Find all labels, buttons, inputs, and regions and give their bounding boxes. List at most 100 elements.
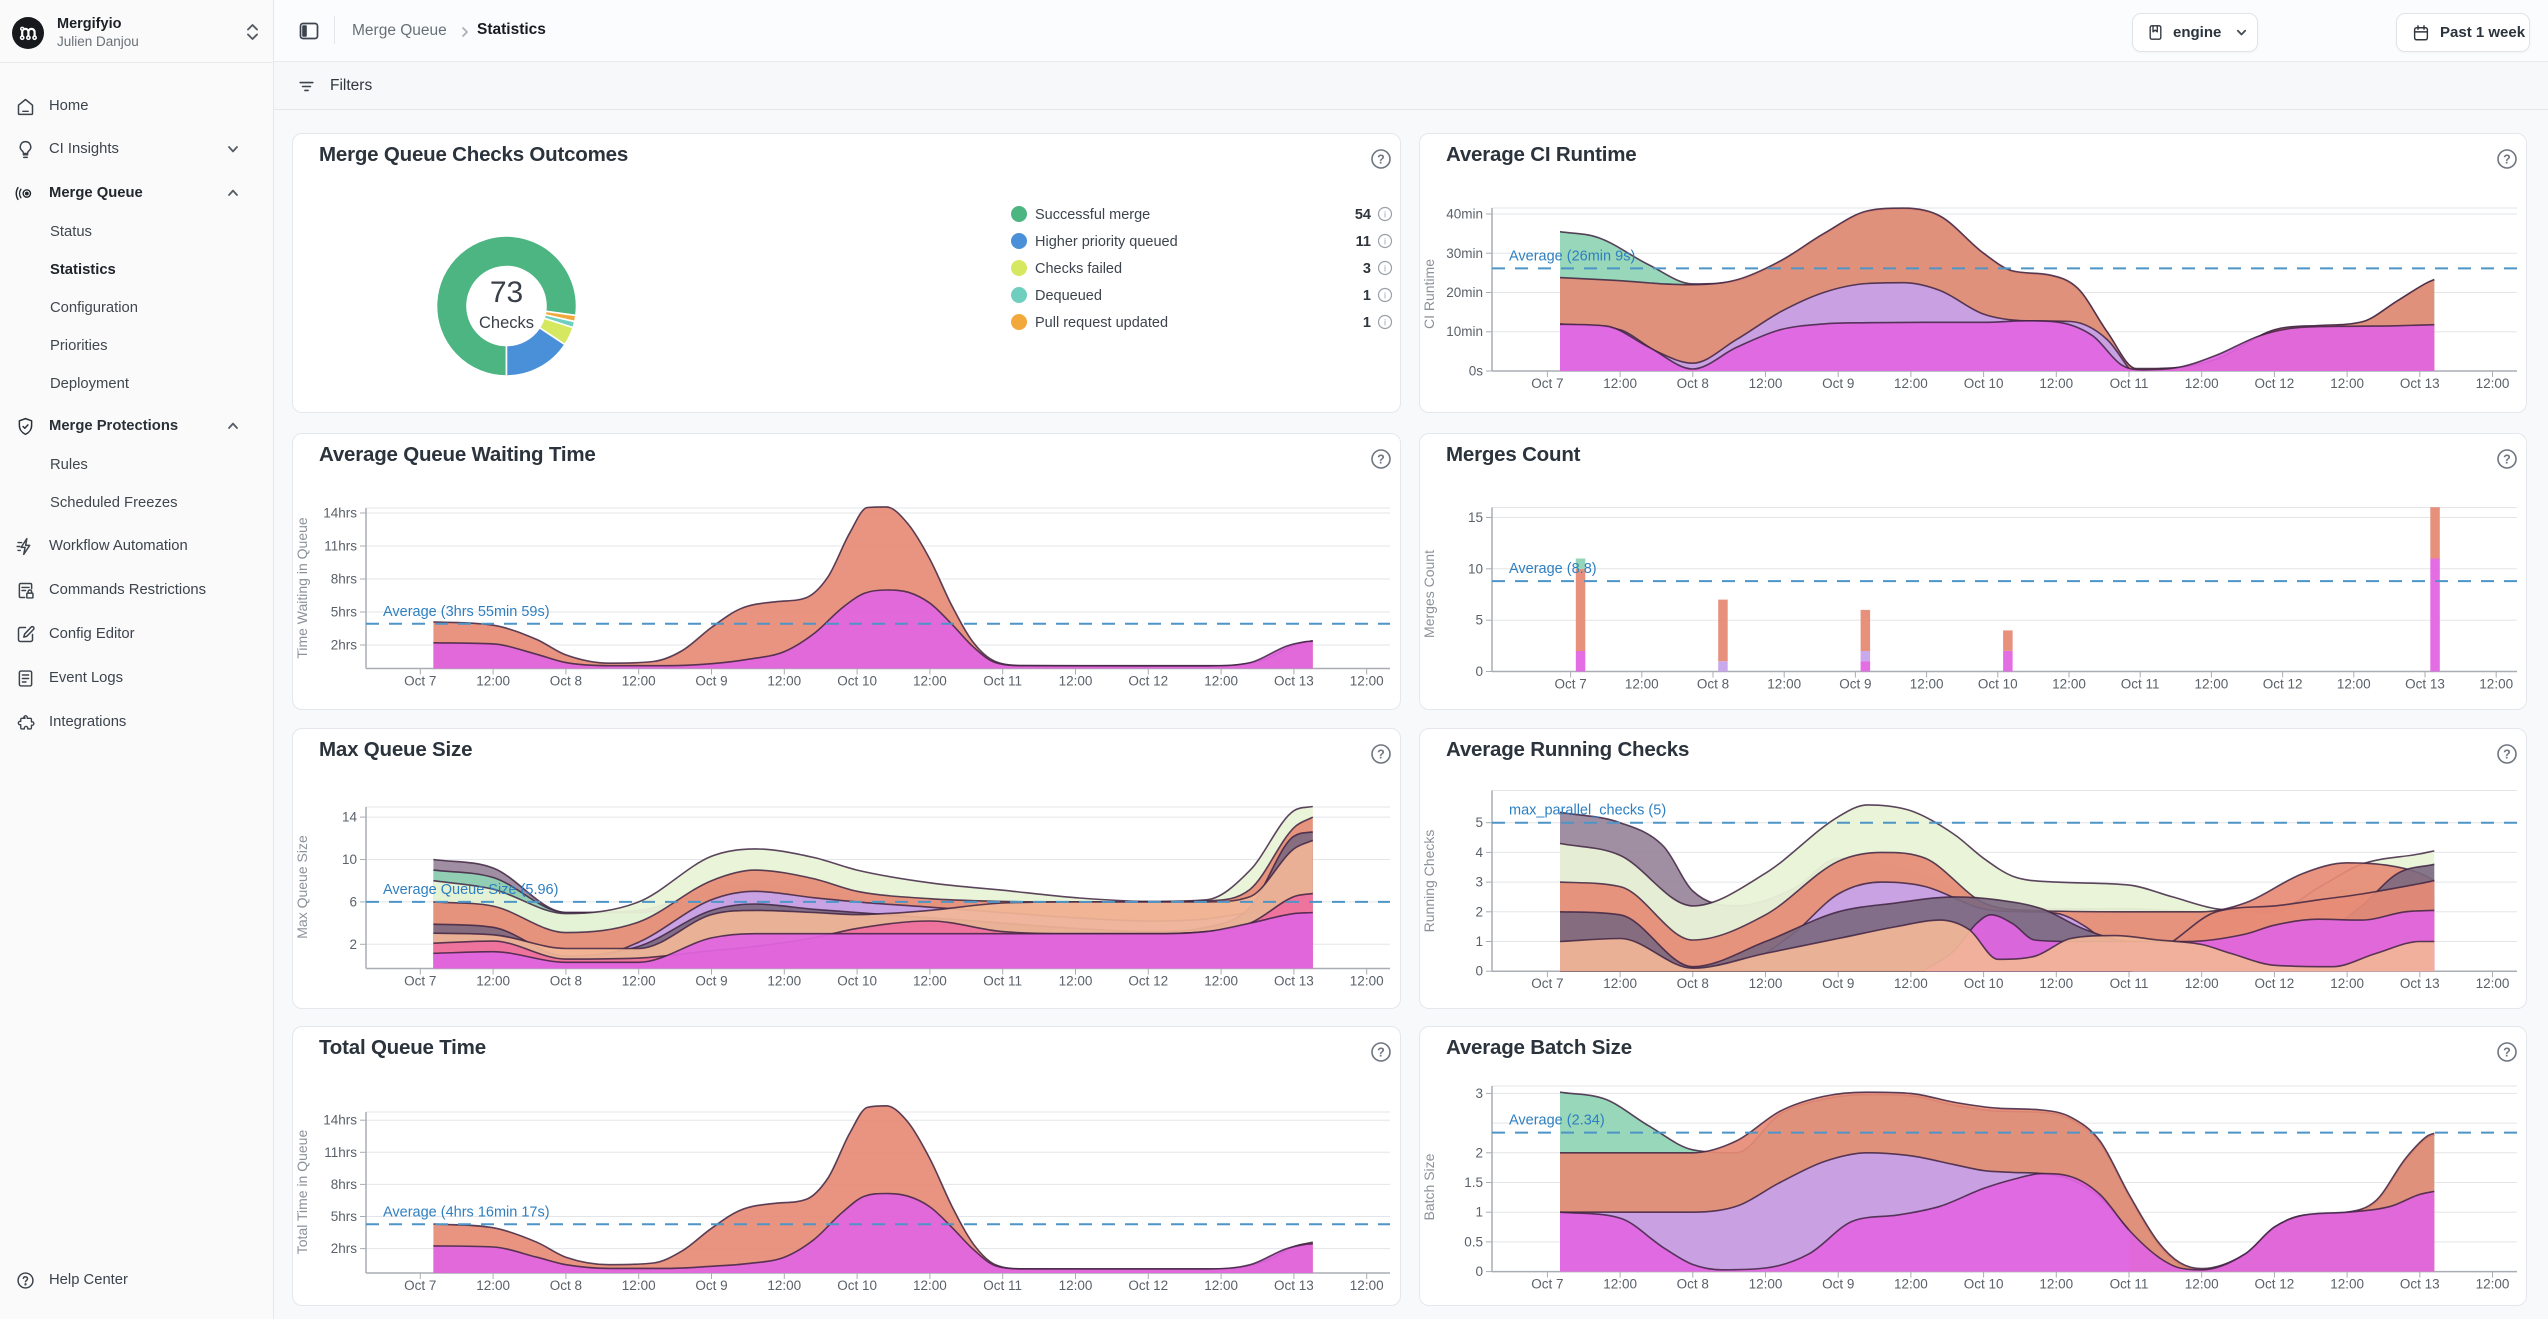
svg-text:12:00: 12:00 xyxy=(913,974,947,989)
svg-text:Merges Count: Merges Count xyxy=(1421,550,1437,638)
svg-text:Oct 8: Oct 8 xyxy=(1677,376,1709,391)
svg-text:Pull request updated: Pull request updated xyxy=(1035,315,1168,331)
svg-text:12:00: 12:00 xyxy=(2337,677,2371,692)
svg-text:Oct 13: Oct 13 xyxy=(1274,674,1314,689)
svg-text:Oct 10: Oct 10 xyxy=(837,1278,877,1293)
svg-text:max_parallel_checks (5): max_parallel_checks (5) xyxy=(1509,803,1666,819)
svg-text:i: i xyxy=(1384,264,1386,274)
svg-text:Oct 9: Oct 9 xyxy=(695,974,727,989)
svg-text:12:00: 12:00 xyxy=(767,1278,801,1293)
svg-text:12:00: 12:00 xyxy=(2476,976,2510,991)
svg-text:Oct 7: Oct 7 xyxy=(404,674,436,689)
svg-text:6: 6 xyxy=(349,894,357,909)
svg-text:12:00: 12:00 xyxy=(2476,1277,2510,1292)
svg-text:30min: 30min xyxy=(1446,246,1483,261)
svg-text:Oct 12: Oct 12 xyxy=(2255,376,2295,391)
svg-text:12:00: 12:00 xyxy=(913,674,947,689)
svg-text:11hrs: 11hrs xyxy=(324,539,357,554)
svg-text:0s: 0s xyxy=(1469,364,1484,379)
svg-text:Oct 11: Oct 11 xyxy=(983,974,1022,989)
svg-text:Running Checks: Running Checks xyxy=(1421,830,1437,933)
svg-text:12:00: 12:00 xyxy=(2039,376,2073,391)
svg-text:2: 2 xyxy=(1475,1145,1483,1160)
svg-text:?: ? xyxy=(2503,747,2511,761)
svg-text:12:00: 12:00 xyxy=(2039,1277,2073,1292)
svg-text:Average (2.34): Average (2.34) xyxy=(1509,1113,1605,1129)
svg-text:?: ? xyxy=(1377,1045,1385,1059)
svg-text:14hrs: 14hrs xyxy=(323,506,357,521)
svg-text:Oct 7: Oct 7 xyxy=(404,974,436,989)
svg-text:Oct 8: Oct 8 xyxy=(550,674,582,689)
svg-text:Oct 10: Oct 10 xyxy=(837,974,877,989)
svg-text:1: 1 xyxy=(1475,934,1483,949)
svg-text:12:00: 12:00 xyxy=(1603,376,1637,391)
svg-text:i: i xyxy=(1384,210,1386,220)
svg-text:Oct 9: Oct 9 xyxy=(1822,376,1854,391)
svg-text:Oct 9: Oct 9 xyxy=(1822,976,1854,991)
svg-text:40min: 40min xyxy=(1446,207,1483,222)
svg-text:Oct 7: Oct 7 xyxy=(1554,677,1586,692)
svg-text:10: 10 xyxy=(1468,561,1483,576)
svg-text:Batch Size: Batch Size xyxy=(1421,1153,1437,1220)
svg-text:10min: 10min xyxy=(1446,324,1483,339)
svg-text:12:00: 12:00 xyxy=(2479,677,2513,692)
svg-text:Oct 9: Oct 9 xyxy=(1839,677,1871,692)
svg-text:Successful merge: Successful merge xyxy=(1035,207,1150,223)
svg-text:Average Queue Size (5.96): Average Queue Size (5.96) xyxy=(383,882,558,898)
svg-text:Oct 9: Oct 9 xyxy=(695,1278,727,1293)
svg-text:Dequeued: Dequeued xyxy=(1035,288,1102,304)
svg-text:Checks: Checks xyxy=(479,314,534,332)
svg-text:12:00: 12:00 xyxy=(767,974,801,989)
svg-text:12:00: 12:00 xyxy=(1059,1278,1093,1293)
svg-text:1.5: 1.5 xyxy=(1464,1175,1483,1190)
svg-text:12:00: 12:00 xyxy=(913,1278,947,1293)
svg-text:Oct 10: Oct 10 xyxy=(837,674,877,689)
svg-text:Oct 12: Oct 12 xyxy=(2263,677,2303,692)
svg-text:12:00: 12:00 xyxy=(2052,677,2086,692)
svg-text:12:00: 12:00 xyxy=(2330,1277,2364,1292)
svg-text:5: 5 xyxy=(1475,613,1483,628)
svg-text:12:00: 12:00 xyxy=(1350,1278,1384,1293)
svg-text:Oct 8: Oct 8 xyxy=(1677,976,1709,991)
svg-text:0: 0 xyxy=(1475,664,1483,679)
svg-text:Oct 7: Oct 7 xyxy=(1531,376,1563,391)
svg-text:Oct 13: Oct 13 xyxy=(2400,376,2440,391)
svg-text:Oct 8: Oct 8 xyxy=(1677,1277,1709,1292)
svg-text:?: ? xyxy=(2503,452,2511,466)
svg-text:54: 54 xyxy=(1355,207,1371,223)
svg-text:12:00: 12:00 xyxy=(476,1278,510,1293)
svg-text:1: 1 xyxy=(1363,288,1371,304)
svg-text:12:00: 12:00 xyxy=(622,1278,656,1293)
svg-text:Checks failed: Checks failed xyxy=(1035,261,1122,277)
svg-text:12:00: 12:00 xyxy=(1910,677,1944,692)
svg-text:Oct 9: Oct 9 xyxy=(1822,1277,1854,1292)
svg-text:0: 0 xyxy=(1475,964,1483,979)
svg-text:Oct 7: Oct 7 xyxy=(1531,1277,1563,1292)
svg-text:Average (4hrs 16min 17s): Average (4hrs 16min 17s) xyxy=(383,1204,550,1220)
svg-text:12:00: 12:00 xyxy=(1204,1278,1238,1293)
svg-text:12:00: 12:00 xyxy=(2185,976,2219,991)
svg-text:15: 15 xyxy=(1468,510,1483,525)
svg-text:i: i xyxy=(1384,318,1386,328)
svg-text:?: ? xyxy=(2503,1045,2511,1059)
svg-text:1: 1 xyxy=(1363,315,1371,331)
svg-text:12:00: 12:00 xyxy=(476,674,510,689)
svg-text:Total Time in Queue: Total Time in Queue xyxy=(294,1130,310,1255)
svg-text:Oct 13: Oct 13 xyxy=(2400,976,2440,991)
svg-text:10: 10 xyxy=(342,852,357,867)
svg-text:Oct 9: Oct 9 xyxy=(695,674,727,689)
svg-text:12:00: 12:00 xyxy=(1749,376,1783,391)
svg-text:2: 2 xyxy=(349,937,357,952)
svg-text:Oct 12: Oct 12 xyxy=(2255,1277,2295,1292)
svg-text:12:00: 12:00 xyxy=(2330,376,2364,391)
svg-text:0.5: 0.5 xyxy=(1464,1234,1483,1249)
svg-text:Time Waiting in Queue: Time Waiting in Queue xyxy=(294,517,310,659)
svg-text:12:00: 12:00 xyxy=(1059,674,1093,689)
svg-text:Oct 11: Oct 11 xyxy=(2110,976,2149,991)
svg-text:2hrs: 2hrs xyxy=(331,638,358,653)
svg-text:12:00: 12:00 xyxy=(622,974,656,989)
svg-text:4: 4 xyxy=(1475,845,1483,860)
svg-text:11hrs: 11hrs xyxy=(324,1145,357,1160)
svg-text:14: 14 xyxy=(342,810,358,825)
svg-text:i: i xyxy=(1384,237,1386,247)
